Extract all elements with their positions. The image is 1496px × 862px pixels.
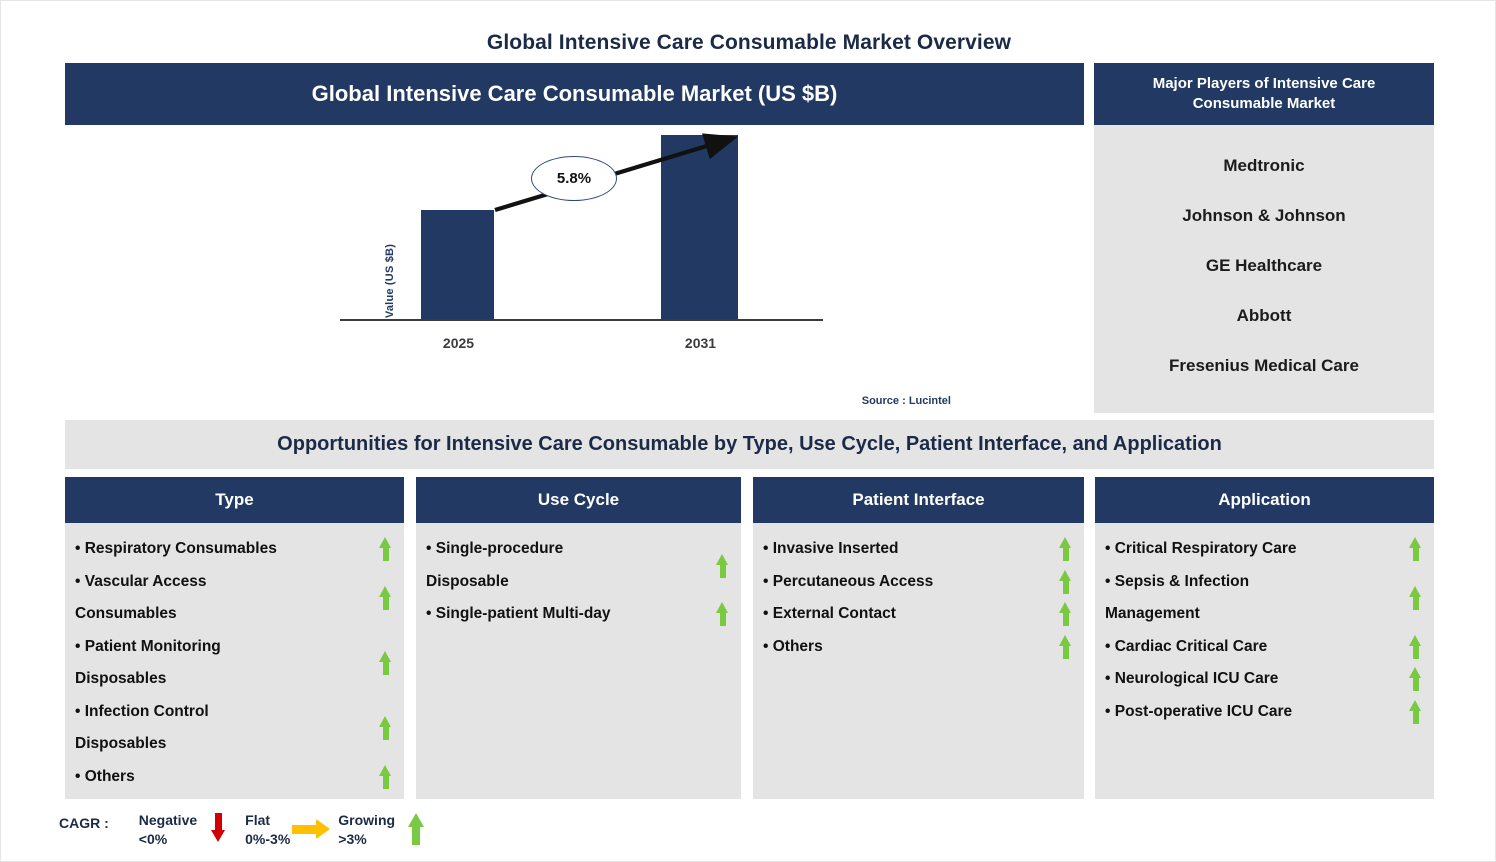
segment-column-use-cycle: Use Cycle • Single-procedure Disposable … [416,477,741,799]
cagr-legend-negative-name: Negative [138,812,198,828]
list-item: Abbott [1236,306,1292,325]
list-item: • Respiratory Consumables [75,533,396,566]
segment-column-application: Application • Critical Respiratory Care … [1095,477,1434,799]
chart-x-axis [340,319,823,321]
segment-item-label: • Percutaneous Access [763,572,934,590]
segment-header-application: Application [1095,477,1434,523]
segment-header-patient-interface: Patient Interface [753,477,1084,523]
segment-column-patient-interface: Patient Interface • Invasive Inserted • … [753,477,1084,799]
segment-items-use-cycle: • Single-procedure Disposable • Single-p… [416,523,741,631]
cagr-legend-growing-range: >3% [338,831,367,847]
cagr-value-bubble: 5.8% [531,156,617,201]
cagr-legend-flat-text: Flat 0%-3% [245,811,290,849]
arrow-up-icon [1409,537,1422,562]
list-item: • Vascular Access Consumables [75,566,396,631]
list-item: • External Contact [763,598,1076,631]
bar-2025 [421,210,494,320]
arrow-up-icon [379,764,392,789]
list-item: Medtronic [1223,156,1305,175]
chart-source-note: Source : Lucintel [861,395,951,407]
arrow-up-icon [379,651,392,675]
cagr-legend-entry-growing: Growing >3% [338,811,437,849]
list-item: • Cardiac Critical Care [1105,631,1426,664]
list-item: • Neurological ICU Care [1105,663,1426,696]
segment-items-patient-interface: • Invasive Inserted • Percutaneous Acces… [753,523,1084,663]
segment-item-label: • Others [75,767,135,785]
segment-item-label: • Patient Monitoring Disposables [75,637,221,688]
list-item: • Others [75,761,396,794]
arrow-up-icon [1409,586,1422,610]
list-item: • Percutaneous Access [763,566,1076,599]
segment-item-label: • Invasive Inserted [763,540,899,557]
arrow-up-green-icon [395,811,437,845]
cagr-legend-negative-text: Negative <0% [139,811,197,849]
arrow-up-icon [1059,569,1072,594]
list-item: Johnson & Johnson [1182,206,1346,225]
segment-item-label: • Respiratory Consumables [75,540,277,557]
segment-column-type: Type • Respiratory Consumables • Vascula… [65,477,404,799]
arrow-up-icon [716,553,729,578]
segment-item-label: • Infection Control Disposables [75,702,209,753]
list-item: • Single-procedure Disposable [426,533,733,598]
bar-2031 [661,135,738,320]
cagr-legend-negative-range: <0% [138,831,168,847]
segment-item-label: • Single-patient Multi-day [426,605,611,622]
cagr-legend: CAGR : Negative <0% Flat 0%-3% Growing >… [59,811,443,849]
arrow-up-icon [1059,634,1072,659]
arrow-up-icon [1059,537,1072,562]
segment-item-label: • Others [763,637,823,655]
arrow-up-icon [379,537,392,562]
cagr-legend-growing-name: Growing [338,812,396,828]
arrow-up-icon [716,602,729,627]
cagr-legend-entry-flat: Flat 0%-3% [245,811,332,849]
segment-header-use-cycle: Use Cycle [416,477,741,523]
chart-tick-label-2031: 2031 [684,335,717,351]
chart-panel-header: Global Intensive Care Consumable Market … [65,63,1084,125]
list-item: Fresenius Medical Care [1169,356,1359,375]
segment-item-label: • External Contact [763,605,896,622]
segment-item-label: • Neurological ICU Care [1105,670,1279,687]
major-players-panel: Major Players of Intensive Care Consumab… [1094,63,1434,413]
list-item: • Single-patient Multi-day [426,598,733,631]
arrow-up-icon [1059,602,1072,627]
chart-plot-area: Value (US $B) 5.8% 2025 2031 [65,125,1084,413]
arrow-down-icon [197,811,239,843]
list-item: • Invasive Inserted [763,533,1076,566]
cagr-legend-flat-name: Flat [245,812,271,828]
list-item: • Critical Respiratory Care [1105,533,1426,566]
arrow-right-icon [290,811,332,840]
market-chart-panel: Global Intensive Care Consumable Market … [65,63,1084,413]
segment-items-type: • Respiratory Consumables • Vascular Acc… [65,523,404,793]
cagr-legend-flat-range: 0%-3% [245,831,291,847]
segment-item-label: • Post-operative ICU Care [1105,702,1293,720]
opportunities-banner: Opportunities for Intensive Care Consuma… [65,420,1434,469]
segment-item-label: • Single-procedure Disposable [426,540,564,590]
cagr-legend-entry-negative: Negative <0% [139,811,239,849]
list-item: • Sepsis & Infection Management [1105,566,1426,631]
segment-item-label: • Critical Respiratory Care [1105,540,1297,557]
page-title: Global Intensive Care Consumable Market … [486,31,1012,54]
list-item: • Post-operative ICU Care [1105,696,1426,729]
list-item: • Patient Monitoring Disposables [75,631,396,696]
arrow-up-icon [1409,634,1422,659]
cagr-legend-growing-text: Growing >3% [338,811,395,849]
major-players-header: Major Players of Intensive Care Consumab… [1094,63,1434,125]
arrow-up-icon [1409,699,1422,724]
cagr-legend-title: CAGR : [59,815,109,831]
segment-item-label: • Vascular Access Consumables [75,572,207,623]
arrow-up-icon [1409,667,1422,692]
list-item: • Infection Control Disposables [75,696,396,761]
segment-items-application: • Critical Respiratory Care • Sepsis & I… [1095,523,1434,728]
chart-tick-label-2025: 2025 [442,335,475,351]
list-item: GE Healthcare [1205,256,1323,275]
major-players-list: Medtronic Johnson & Johnson GE Healthcar… [1094,125,1434,413]
list-item: • Others [763,631,1076,664]
arrow-up-icon [379,716,392,740]
arrow-up-icon [379,586,392,610]
segment-item-label: • Sepsis & Infection Management [1105,572,1250,623]
segment-item-label: • Cardiac Critical Care [1105,637,1268,655]
segment-header-type: Type [65,477,404,523]
